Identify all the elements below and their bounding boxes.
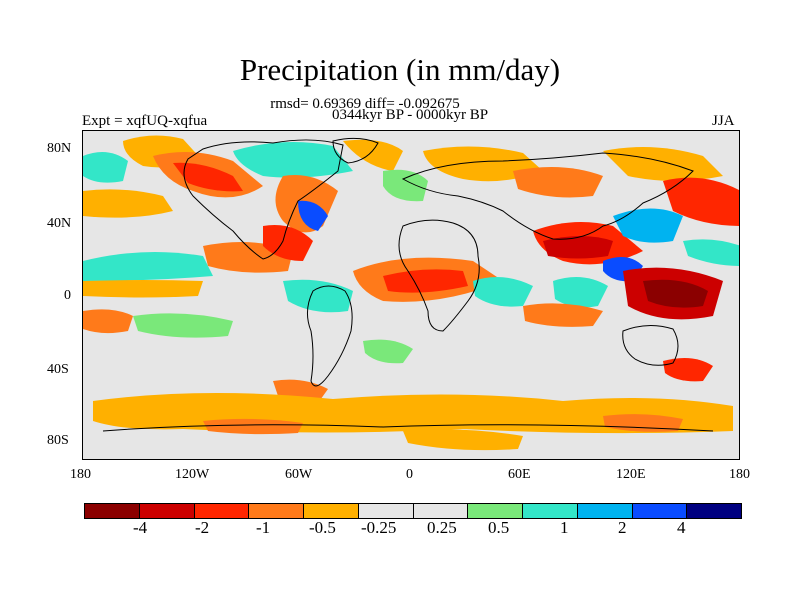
season-label: JJA: [712, 113, 735, 129]
lat-label-0: 0: [64, 288, 71, 303]
colorbar-label: 1: [560, 518, 569, 537]
colorbar-segment: [248, 504, 303, 518]
map-panel: [82, 130, 740, 460]
colorbar-segment: [631, 504, 687, 518]
colorbar-segment: [686, 504, 741, 518]
colorbar-segment: [138, 504, 194, 518]
lon-label-60w: 60W: [285, 467, 313, 482]
continent-outlines: [102, 137, 714, 432]
colorbar: [84, 503, 742, 519]
colorbar-segment: [357, 504, 413, 518]
precip-anomaly-map: [83, 131, 739, 459]
colorbar-segment: [522, 504, 577, 518]
lon-label-120e: 120E: [616, 467, 646, 482]
lat-label-40n: 40N: [47, 216, 72, 231]
colorbar-label: -2: [195, 518, 210, 537]
anomaly-patches-north: [83, 135, 739, 233]
lon-label-0: 0: [406, 467, 413, 482]
colorbar-label: 0.25: [427, 518, 457, 537]
lat-label-80s: 80S: [47, 433, 69, 448]
colorbar-label: 4: [677, 518, 686, 537]
colorbar-segment: [193, 504, 249, 518]
colorbar-segment: [85, 504, 139, 518]
lat-label-80n: 80N: [47, 141, 72, 156]
lon-label-60e: 60E: [508, 467, 531, 482]
plot-title: Precipitation (in mm/day): [239, 52, 561, 87]
colorbar-segment: [303, 504, 358, 518]
lat-label-40s: 40S: [47, 362, 69, 377]
lon-label-180e: 180: [729, 467, 750, 482]
anomaly-patches-tropics: [83, 208, 739, 338]
lon-label-180w: 180: [70, 467, 91, 482]
colorbar-segment: [467, 504, 522, 518]
colorbar-label: -4: [133, 518, 148, 537]
colorbar-label: 2: [618, 518, 627, 537]
period-line: 0344kyr BP - 0000kyr BP: [331, 107, 489, 123]
anomaly-patches-south: [93, 339, 733, 451]
lon-label-120w: 120W: [175, 467, 210, 482]
colorbar-label: -0.25: [361, 518, 397, 537]
colorbar-segment: [576, 504, 632, 518]
stats-line: rmsd= 0.69369 diff= -0.092675: [270, 96, 460, 112]
colorbar-segment: [412, 504, 468, 518]
colorbar-label: -1: [256, 518, 271, 537]
colorbar-label: 0.5: [488, 518, 510, 537]
colorbar-label: -0.5: [309, 518, 336, 537]
experiment-label: Expt = xqfUQ-xqfua: [82, 113, 208, 129]
